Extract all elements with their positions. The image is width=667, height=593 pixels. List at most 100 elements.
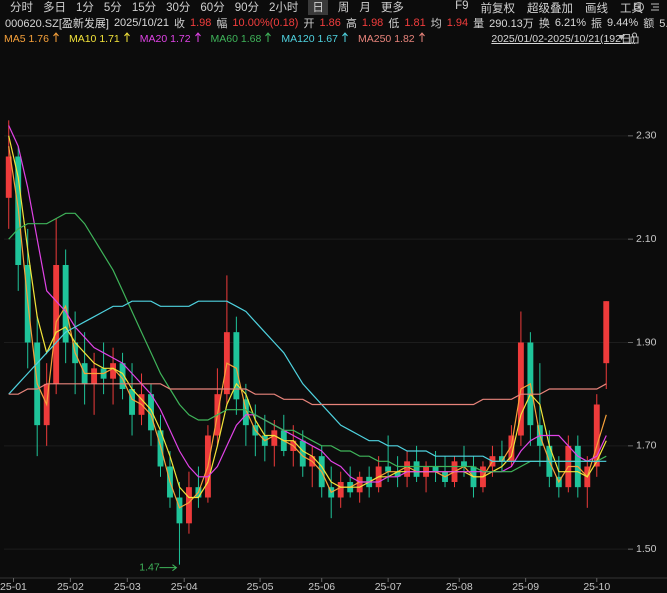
legend-item[interactable]: MA250 1.82: [357, 31, 426, 45]
legend-value: 1.71: [99, 32, 120, 45]
candle-body: [233, 332, 240, 400]
legend-name: MA20: [139, 32, 168, 45]
candle-body: [508, 435, 515, 462]
quote-value: 6.21%: [554, 16, 587, 29]
stock-code: 000620.SZ[盈新发展]: [5, 17, 109, 30]
legend-value: 1.76: [28, 32, 49, 45]
toolbar-button[interactable]: F9: [455, 0, 469, 12]
low-annotation: 1.47: [139, 561, 160, 573]
candle-body: [432, 466, 439, 472]
quote-bar: 000620.SZ[盈新发展] 2025/10/21 收 1.98 幅 10.00%(0.…: [0, 15, 667, 30]
ma-line: [8, 300, 607, 462]
y-tick-label: 1.50: [636, 543, 657, 555]
quote-label: 收: [174, 17, 185, 30]
toolbar-tab[interactable]: 90分: [234, 2, 259, 14]
legend-arrow: [194, 31, 201, 42]
candle-body: [129, 389, 135, 415]
quote-label: 均: [430, 17, 442, 30]
toolbar-tab[interactable]: 5分: [103, 2, 122, 14]
legend-value: 1.82: [394, 32, 415, 45]
y-tick-label: 1.70: [636, 440, 657, 452]
toolbar-button[interactable]: 工具: [620, 3, 643, 15]
x-tick-label: 25-07: [375, 581, 402, 593]
toolbar-tab[interactable]: 更多: [380, 2, 404, 14]
quote-label: 振: [591, 17, 603, 30]
candle-body: [337, 482, 344, 498]
y-tick-label: 2.10: [636, 233, 657, 245]
legend-name: MA5: [4, 32, 26, 45]
toolbar-tab[interactable]: 1分: [76, 2, 94, 14]
legend-item[interactable]: MA10 1.71: [68, 31, 131, 45]
toolbar-button[interactable]: 超级叠加: [527, 3, 573, 15]
candle-body: [356, 476, 363, 493]
ma-line: [8, 383, 607, 406]
toolbar-tab[interactable]: 15分: [131, 2, 157, 14]
legend-name: MA120: [281, 32, 315, 45]
candle-body: [385, 466, 392, 472]
ma-line: [8, 146, 607, 509]
quote-label: 额: [643, 17, 655, 30]
x-tick-label: 25-09: [512, 581, 539, 593]
toolbar-button[interactable]: 前复权: [480, 3, 516, 15]
legend-item[interactable]: MA60 1.68: [211, 31, 273, 45]
candle-body: [91, 368, 98, 384]
date-range[interactable]: 2025/01/02-2025/10/21(192日): [491, 33, 635, 45]
toolbar-tab[interactable]: 月: [359, 2, 371, 14]
toolbar-tab[interactable]: 日: [308, 0, 328, 15]
ma-line: [8, 212, 607, 473]
candle-body: [461, 461, 467, 467]
x-tick-label: 25-01: [0, 581, 27, 593]
quote-value: 1.86: [319, 16, 341, 29]
x-tick-label: 25-04: [171, 581, 198, 593]
toolbar-tab[interactable]: 2小时: [269, 2, 299, 14]
candle-body: [110, 363, 117, 379]
candle-body: [148, 394, 154, 431]
quote-value: 1.98: [361, 16, 384, 29]
quote-label: 高: [345, 17, 357, 30]
quote-value: 1.81: [404, 16, 426, 29]
candle-body: [404, 461, 411, 477]
legend-value: 1.72: [170, 32, 191, 45]
toolbar-tab[interactable]: 多日: [43, 2, 66, 14]
toolbar-tab[interactable]: 分时: [10, 2, 33, 14]
toolbar-tab[interactable]: 60分: [200, 2, 225, 14]
candle-body: [593, 404, 600, 467]
toolbar-tab[interactable]: 30分: [166, 2, 191, 14]
legend-item[interactable]: MA20 1.72: [139, 31, 202, 45]
quote-label: 量: [473, 17, 485, 30]
quote-value: 5.64亿: [659, 17, 667, 30]
candle-body: [242, 399, 249, 426]
quote-date: 2025/10/21: [113, 16, 169, 29]
x-tick-label: 25-08: [446, 581, 473, 593]
candle-body: [394, 471, 401, 477]
legend-item[interactable]: MA5 1.76: [4, 31, 60, 45]
legend-arrow: [265, 31, 272, 42]
annotation-arrow: [159, 564, 178, 572]
legend-value: 1.67: [317, 32, 338, 45]
x-tick-label: 25-06: [308, 581, 335, 593]
candle-body: [498, 456, 505, 462]
candle-body: [271, 430, 278, 446]
toolbar-right: F9 前复权 超级叠加 画线 工具: [443, 0, 643, 16]
candle-body: [603, 301, 610, 364]
toolbar-button[interactable]: 画线: [585, 3, 608, 15]
quote-value: 1.94: [446, 16, 469, 29]
legend-value: 1.68: [240, 32, 262, 45]
candle-body: [157, 430, 164, 467]
legend-item[interactable]: MA120 1.67: [281, 31, 349, 45]
candle-body: [413, 461, 420, 477]
x-tick-label: 25-10: [583, 581, 610, 593]
ma-legend: MA5 1.76 MA10 1.71 MA20 1.72 MA60 1.68 MA120…: [0, 31, 667, 45]
toolbar-icons: [634, 2, 659, 12]
candle-body: [299, 440, 306, 467]
quote-label: 换: [538, 17, 550, 30]
legend-arrow: [123, 31, 130, 42]
legend-name: MA10: [68, 32, 97, 45]
range-icons: [618, 32, 639, 44]
legend-name: MA250: [357, 32, 392, 45]
candle-body: [62, 265, 69, 343]
quote-value: 1.98: [190, 16, 212, 29]
toolbar-tab[interactable]: 周: [337, 2, 350, 14]
